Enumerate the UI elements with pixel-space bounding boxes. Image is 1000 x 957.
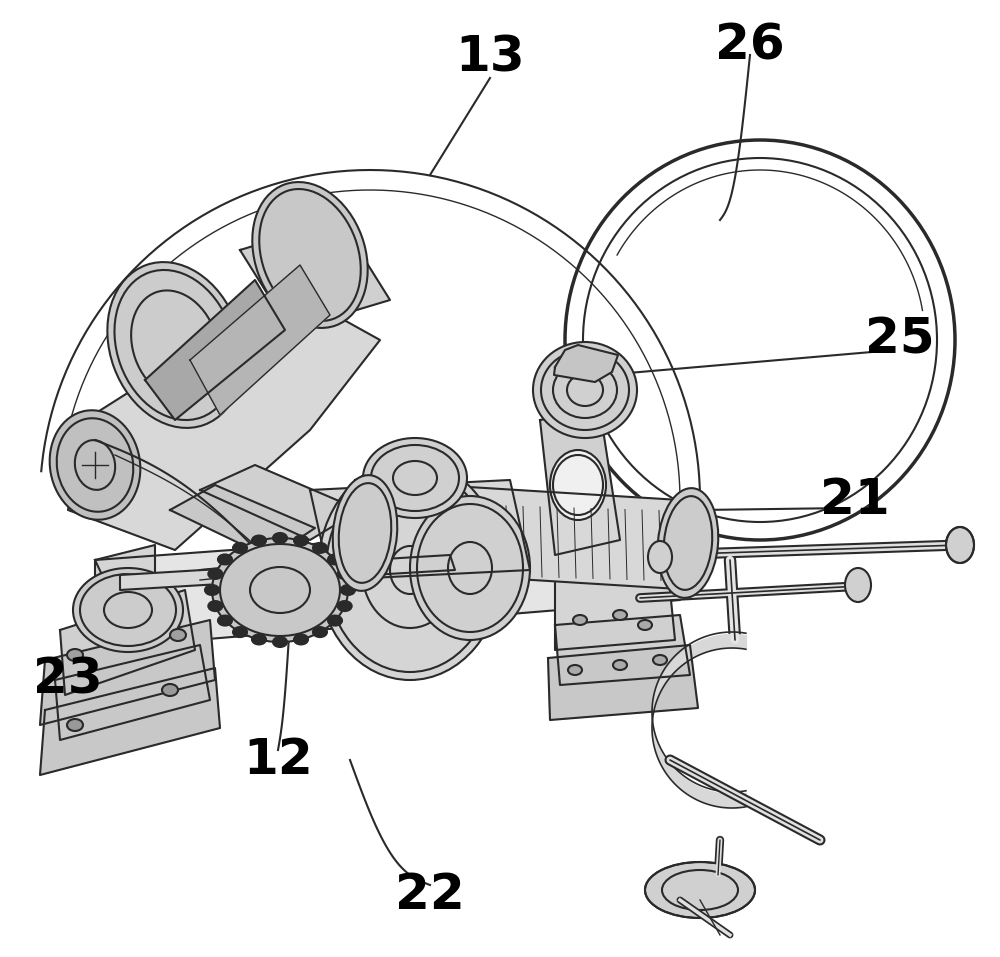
Ellipse shape <box>212 538 348 642</box>
Text: 26: 26 <box>715 21 785 69</box>
Polygon shape <box>40 620 215 725</box>
Text: 12: 12 <box>243 736 313 784</box>
Ellipse shape <box>410 496 530 640</box>
Ellipse shape <box>208 601 222 612</box>
Polygon shape <box>40 668 220 775</box>
Ellipse shape <box>252 634 266 644</box>
Polygon shape <box>95 545 155 660</box>
Polygon shape <box>60 590 195 695</box>
Polygon shape <box>190 265 330 415</box>
Polygon shape <box>548 645 698 720</box>
Text: 22: 22 <box>395 871 465 919</box>
Ellipse shape <box>50 411 140 520</box>
Polygon shape <box>145 280 285 420</box>
Text: 23: 23 <box>33 656 103 704</box>
Polygon shape <box>68 290 380 550</box>
Ellipse shape <box>573 615 587 625</box>
Ellipse shape <box>648 541 672 573</box>
Polygon shape <box>310 480 530 580</box>
Ellipse shape <box>845 568 871 602</box>
Ellipse shape <box>568 665 582 675</box>
Ellipse shape <box>107 262 243 428</box>
Ellipse shape <box>333 476 397 590</box>
Polygon shape <box>555 535 675 650</box>
Ellipse shape <box>67 649 83 661</box>
Ellipse shape <box>328 615 342 626</box>
Polygon shape <box>95 520 680 645</box>
Ellipse shape <box>273 637 287 647</box>
Ellipse shape <box>533 342 637 438</box>
Ellipse shape <box>328 554 342 565</box>
Polygon shape <box>554 345 618 382</box>
Ellipse shape <box>233 627 247 637</box>
Polygon shape <box>355 480 695 590</box>
Ellipse shape <box>645 862 755 918</box>
Ellipse shape <box>170 629 186 641</box>
Ellipse shape <box>252 536 266 545</box>
Ellipse shape <box>67 719 83 731</box>
Text: 13: 13 <box>455 34 525 82</box>
Ellipse shape <box>252 182 368 328</box>
Polygon shape <box>200 465 360 540</box>
Text: 21: 21 <box>820 476 890 524</box>
Ellipse shape <box>338 601 352 612</box>
Text: 25: 25 <box>865 316 935 364</box>
Ellipse shape <box>653 655 667 665</box>
Polygon shape <box>120 555 455 590</box>
Ellipse shape <box>73 568 183 652</box>
Ellipse shape <box>233 543 247 553</box>
Ellipse shape <box>294 536 308 545</box>
Ellipse shape <box>613 660 627 670</box>
Polygon shape <box>240 220 390 330</box>
Ellipse shape <box>205 585 219 595</box>
Ellipse shape <box>294 634 308 644</box>
Ellipse shape <box>313 543 327 553</box>
Ellipse shape <box>338 568 352 579</box>
Ellipse shape <box>313 627 327 637</box>
Ellipse shape <box>363 438 467 518</box>
Ellipse shape <box>218 615 232 626</box>
Polygon shape <box>555 615 690 685</box>
Ellipse shape <box>613 610 627 620</box>
Ellipse shape <box>162 684 178 696</box>
Ellipse shape <box>218 554 232 565</box>
Polygon shape <box>540 410 620 555</box>
Ellipse shape <box>550 450 606 520</box>
Ellipse shape <box>638 620 652 630</box>
Ellipse shape <box>658 488 718 598</box>
Ellipse shape <box>208 568 222 579</box>
Ellipse shape <box>341 585 355 595</box>
Ellipse shape <box>318 460 502 680</box>
Polygon shape <box>55 645 210 740</box>
Polygon shape <box>170 485 315 558</box>
Ellipse shape <box>273 533 287 543</box>
Ellipse shape <box>946 527 974 563</box>
